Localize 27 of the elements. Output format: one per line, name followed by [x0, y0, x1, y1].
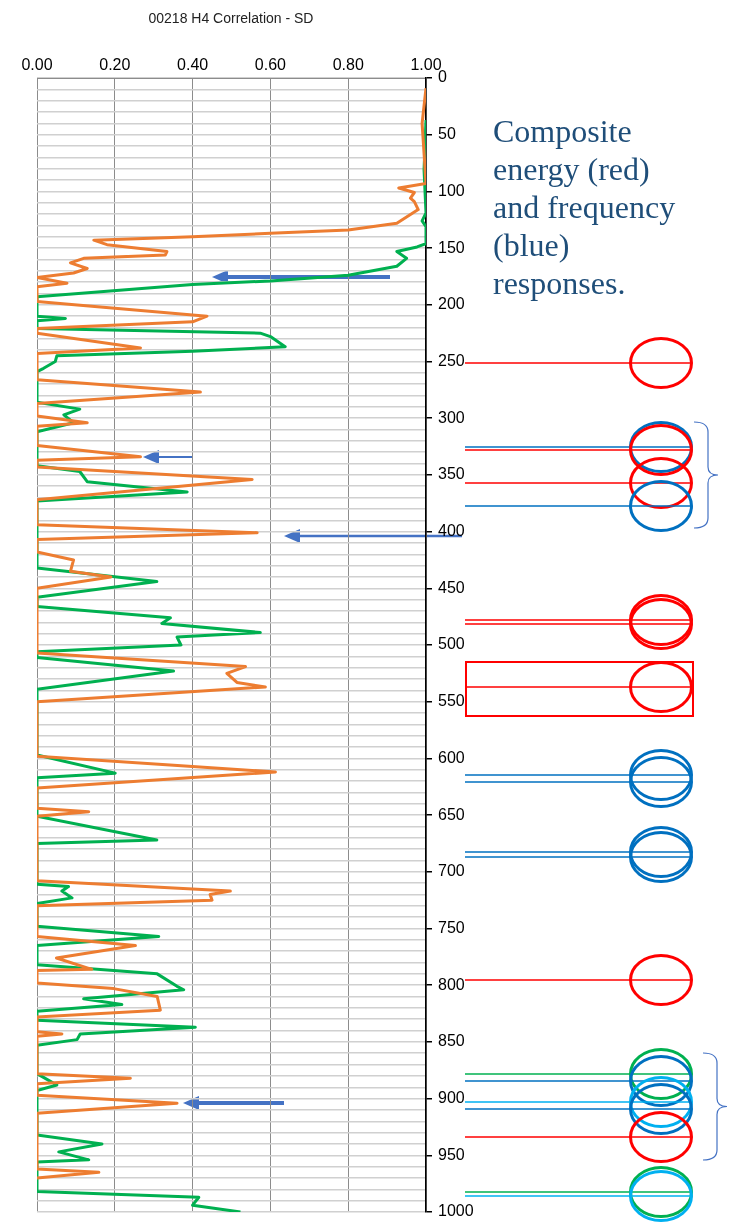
x-tick-label: 0.40	[177, 55, 209, 73]
chart-title: 00218 H4 Correlation - SD	[147, 10, 315, 26]
y-tick-label: 1000	[438, 1202, 474, 1220]
x-tick-label: 0.00	[21, 55, 53, 73]
x-tick-label: 0.60	[254, 55, 287, 73]
y-tick-label: 200	[438, 295, 465, 313]
y-tick-label: 800	[438, 975, 465, 993]
y-tick-label: 600	[438, 748, 465, 766]
y-tick-label: 500	[438, 635, 465, 653]
y-tick-label: 650	[438, 805, 465, 823]
y-tick-label: 50	[438, 125, 456, 143]
y-tick-label: 700	[438, 862, 465, 880]
x-tick-label: 0.80	[332, 55, 364, 73]
y-tick-label: 400	[438, 522, 465, 540]
y-tick-label: 350	[438, 465, 465, 483]
y-tick-label: 150	[438, 238, 465, 256]
y-tick-label: 450	[438, 578, 465, 596]
text: Composite energy (red) and frequency (blue) responses.	[493, 112, 677, 302]
y-tick-label: 250	[438, 351, 465, 369]
x-tick-label: 0.20	[99, 55, 131, 73]
y-tick-label: 100	[438, 181, 465, 199]
y-tick-label: 550	[438, 692, 465, 710]
y-tick-label: 900	[438, 1089, 465, 1107]
y-tick-label: 300	[438, 408, 465, 426]
y-tick-label: 950	[438, 1145, 465, 1163]
y-tick-label: 850	[438, 1032, 465, 1050]
y-tick-label: 750	[438, 918, 465, 936]
